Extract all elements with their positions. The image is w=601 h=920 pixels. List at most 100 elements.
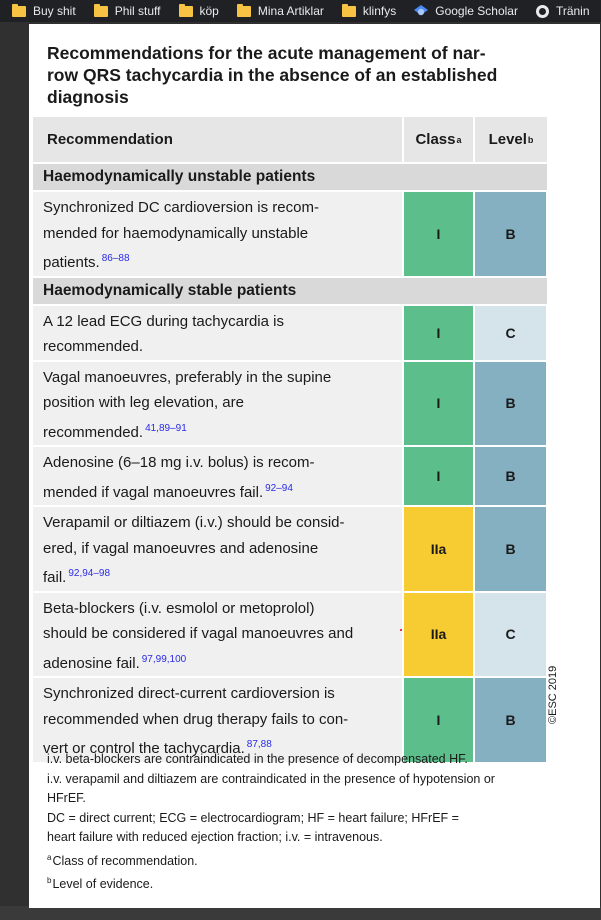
- reference-link[interactable]: 97,99,100: [141, 653, 187, 665]
- recommendation-text: Synchronized DC cardioversion is recom-: [43, 199, 319, 216]
- recommendation-text: vert or control the tachycardia.: [43, 740, 245, 757]
- reference-link[interactable]: 41,89–91: [145, 422, 187, 434]
- header-recommendation: Recommendation: [33, 117, 404, 162]
- header-level: Level b: [475, 117, 547, 162]
- table-footnotes: i.v. beta-blockers are contraindicated i…: [47, 750, 547, 895]
- recommendation-line: Adenosine (6–18 mg i.v. bolus) is recom-: [43, 450, 394, 476]
- recommendation-line: ered, if vagal manoeuvres and adenosine: [43, 536, 394, 562]
- footnote-level-def: bLevel of evidence.: [47, 871, 547, 895]
- reference-link[interactable]: 87,88: [246, 739, 272, 750]
- recommendation-text: patients.: [43, 254, 100, 271]
- header-level-sup: b: [527, 134, 534, 145]
- recommendation-text: adenosine fail.: [43, 654, 140, 672]
- recommendation-line: recommended.: [43, 334, 394, 360]
- folder-icon: [178, 3, 193, 17]
- class-cell: I: [404, 447, 475, 505]
- footnote-line: heart failure with reduced ejection frac…: [47, 830, 383, 844]
- recommendation-line: position with leg elevation, are: [43, 390, 394, 416]
- table-row: Synchronized direct-current cardioversio…: [33, 678, 547, 764]
- recommendation-line: Vagal manoeuvres, preferably in the supi…: [43, 365, 394, 391]
- class-cell: IIa: [404, 507, 475, 591]
- bookmark-klinfys[interactable]: klinfys: [330, 0, 402, 22]
- table-row: Beta-blockers (i.v. esmolol or metoprolo…: [33, 592, 547, 678]
- stray-mark: [400, 629, 402, 631]
- esc-copyright-mark: ©ESC 2019: [547, 666, 559, 724]
- recommendation-text: recommended.: [43, 423, 144, 441]
- table-row: Verapamil or diltiazem (i.v.) should be …: [33, 507, 547, 593]
- recommendation-line: Synchronized direct-current cardioversio…: [43, 681, 394, 707]
- recommendation-line: recommended when drug therapy fails to c…: [43, 707, 394, 733]
- gear-icon: [535, 4, 549, 18]
- section-stable: Haemodynamically stable patients: [33, 277, 547, 306]
- reference-link[interactable]: 92–94: [265, 482, 293, 494]
- google-scholar-icon: [414, 5, 429, 16]
- title-line: row QRS tachycardia in the absence of an…: [47, 65, 498, 85]
- recommendation-text: recommended.: [43, 338, 144, 355]
- recommendation-text: Synchronized direct-current cardioversio…: [43, 685, 335, 702]
- footnote-text: Class of recommendation.: [52, 853, 198, 868]
- class-cell: IIa: [404, 592, 475, 676]
- level-cell: C: [475, 305, 546, 360]
- bookmark-label: Tränin: [555, 4, 590, 18]
- recommendation-cell: Beta-blockers (i.v. esmolol or metoprolo…: [33, 592, 404, 677]
- title-line: diagnosis: [47, 87, 129, 107]
- section-unstable: Haemodynamically unstable patients: [33, 164, 547, 192]
- bookmark-label: Mina Artiklar: [257, 4, 324, 18]
- recommendation-line: patients. 86–88: [43, 246, 394, 276]
- recommendation-text: fail.: [43, 569, 67, 586]
- bookmark-label: Phil stuff: [114, 4, 161, 18]
- level-cell: B: [475, 678, 546, 762]
- footnote-text: Level of evidence.: [52, 877, 154, 891]
- bookmark-kop[interactable]: köp: [167, 0, 225, 22]
- recommendation-line: Beta-blockers (i.v. esmolol or metoprolo…: [43, 596, 394, 622]
- recommendation-line: Synchronized DC cardioversion is recom-: [43, 195, 394, 221]
- recommendation-cell: Vagal manoeuvres, preferably in the supi…: [33, 361, 404, 446]
- title-line: Recommendations for the acute management…: [47, 43, 486, 63]
- table-row: A 12 lead ECG during tachycardia is recom…: [33, 305, 547, 362]
- recommendation-cell: Synchronized direct-current cardioversio…: [33, 678, 404, 762]
- reference-link[interactable]: 92,94–98: [68, 568, 111, 579]
- folder-icon: [341, 3, 356, 17]
- recommendation-cell: Synchronized DC cardioversion is recom-m…: [33, 192, 404, 276]
- bookmark-tranin[interactable]: Tränin: [524, 0, 596, 22]
- header-class: Class a: [404, 117, 475, 162]
- table-row: Synchronized DC cardioversion is recom-m…: [33, 192, 547, 278]
- bookmark-google-scholar[interactable]: Google Scholar: [402, 0, 524, 22]
- footnote-class-def: aClass of recommendation.: [47, 848, 547, 872]
- recommendation-line: adenosine fail. 97,99,100: [43, 647, 394, 677]
- footnote-line: i.v. verapamil and diltiazem are contrai…: [47, 771, 495, 786]
- recommendation-line: mended for haemodynamically unstable: [43, 221, 394, 247]
- level-cell: B: [475, 361, 546, 445]
- bookmarks-bar: Buy shit Phil stuff köp Mina Artiklar kl…: [0, 0, 601, 22]
- recommendation-line: vert or control the tachycardia. 87,88: [43, 732, 394, 762]
- recommendation-line: recommended. 41,89–91: [43, 416, 394, 446]
- bookmark-label: Buy shit: [33, 4, 76, 18]
- bookmark-mina-artiklar[interactable]: Mina Artiklar: [225, 0, 330, 22]
- table-header: Recommendation Class a Level b: [33, 117, 547, 164]
- recommendation-text: should be considered if vagal manoeuvres…: [43, 625, 354, 642]
- footnote-sup: a: [47, 852, 52, 862]
- recommendation-text: ered, if vagal manoeuvres and adenosine: [43, 539, 319, 557]
- class-cell: I: [404, 192, 475, 276]
- recommendation-text: position with leg elevation, are: [43, 394, 244, 411]
- recommendation-text: mended for haemodynamically unstable: [43, 224, 309, 242]
- recommendation-cell: Verapamil or diltiazem (i.v.) should be …: [33, 507, 404, 591]
- recommendation-text: Adenosine (6–18 mg i.v. bolus) is recom-: [43, 454, 315, 471]
- bookmark-label: köp: [199, 4, 219, 18]
- table-row: Adenosine (6–18 mg i.v. bolus) is recom-…: [33, 447, 547, 507]
- table-title: Recommendations for the acute management…: [47, 42, 547, 108]
- recommendation-line: fail. 92,94–98: [43, 561, 394, 591]
- folder-icon: [236, 3, 251, 17]
- bookmark-label: klinfys: [362, 4, 397, 18]
- header-class-label: Class: [415, 131, 456, 148]
- reference-link[interactable]: 86–88: [101, 253, 130, 264]
- bookmark-buy-shit[interactable]: Buy shit: [0, 0, 82, 22]
- recommendation-text: Vagal manoeuvres, preferably in the supi…: [43, 368, 332, 386]
- bookmark-phil-stuff[interactable]: Phil stuff: [82, 0, 167, 22]
- class-cell: I: [404, 678, 475, 762]
- footnote-line: HFrEF.: [47, 791, 86, 805]
- recommendation-cell: A 12 lead ECG during tachycardia is recom…: [33, 305, 404, 360]
- recommendation-line: A 12 lead ECG during tachycardia is: [43, 309, 394, 335]
- recommendation-text: recommended when drug therapy fails to c…: [43, 710, 349, 728]
- recommendations-table: Recommendation Class a Level b Haemodynami…: [33, 117, 547, 764]
